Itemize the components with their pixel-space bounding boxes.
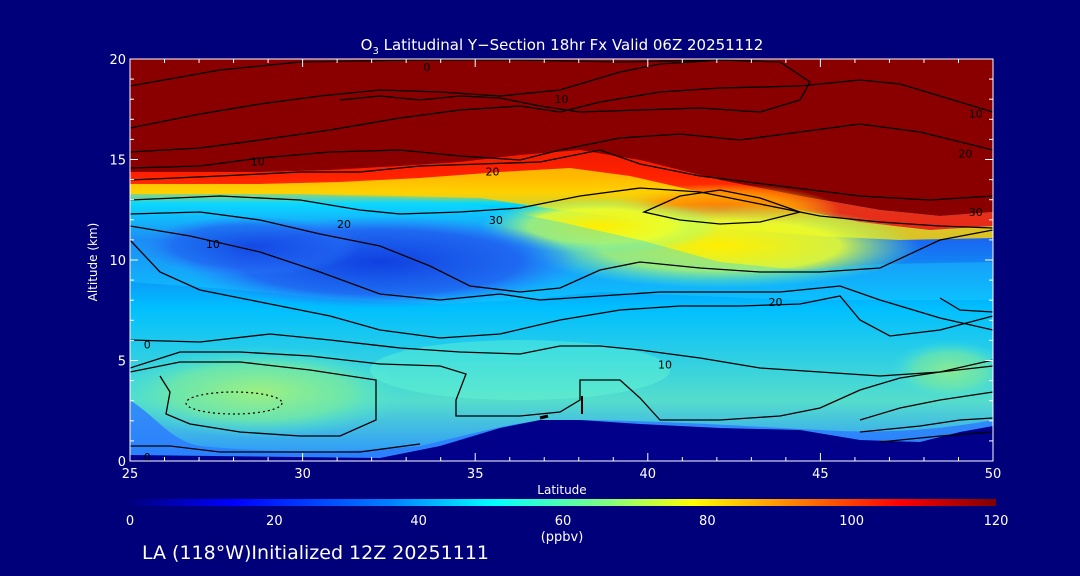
x-tick-label: 50 — [985, 467, 1002, 482]
contour-label: 0 — [144, 338, 151, 351]
colorbar-tick-label: 120 — [984, 514, 1009, 529]
dotted-contour — [185, 391, 283, 415]
contour-label: 10 — [206, 238, 220, 251]
colorbar-tick-label: 20 — [266, 514, 283, 529]
x-axis-label: Latitude — [537, 483, 586, 497]
x-tick-label: 30 — [294, 467, 311, 482]
contour-label: 20 — [958, 147, 972, 160]
y-axis-label: Altitude (km) — [86, 223, 100, 302]
chart-title: O3 Latitudinal Y−Section 18hr Fx Valid 0… — [361, 36, 764, 57]
x-axis: 25 30 35 40 45 50 — [122, 59, 1002, 482]
x-tick-label: 35 — [467, 467, 484, 482]
y-tick-label: 15 — [109, 154, 126, 169]
contour-label: 10 — [251, 156, 265, 169]
terrain-mask — [130, 420, 993, 461]
y-tick-label: 20 — [109, 53, 126, 68]
x-tick-label: 25 — [122, 467, 139, 482]
contour-label: 0 — [144, 451, 151, 464]
contour-label: 10 — [658, 359, 672, 372]
y-axis: 0 5 10 15 20 — [109, 53, 993, 470]
colorbar-tick-label: 80 — [699, 514, 716, 529]
ozone-field — [130, 59, 993, 461]
x-tick-label: 40 — [640, 467, 657, 482]
contour-label: 30 — [489, 214, 503, 227]
contour-label: 20 — [769, 296, 783, 309]
colorbar-ticks: 0 20 40 60 80 100 120 — [126, 514, 1009, 529]
contour-label: 10 — [969, 107, 983, 120]
colorbar-tick-label: 40 — [410, 514, 427, 529]
contour-label: 10 — [555, 93, 569, 106]
colorbar-tick-label: 100 — [839, 514, 864, 529]
colorbar-tick-label: 0 — [126, 514, 134, 529]
colorbar-unit-label: (ppbv) — [541, 530, 584, 545]
y-tick-label: 0 — [118, 455, 126, 470]
contour-label: 20 — [485, 166, 499, 179]
y-tick-label: 10 — [109, 254, 126, 269]
contour-label: 30 — [969, 206, 983, 219]
colorbar-tick-label: 60 — [555, 514, 572, 529]
contour-labels: 0 10 10 20 10 20 30 20 30 10 20 10 0 0 — [144, 61, 983, 464]
y-tick-label: 5 — [118, 355, 126, 370]
footer-initialized-text: LA (118°W)Initialized 12Z 20251111 — [142, 542, 489, 564]
x-tick-label: 45 — [812, 467, 829, 482]
contour-lines — [130, 59, 993, 453]
contour-label: 20 — [337, 218, 351, 231]
colorbar — [130, 499, 996, 506]
contour-label: 0 — [423, 61, 430, 74]
